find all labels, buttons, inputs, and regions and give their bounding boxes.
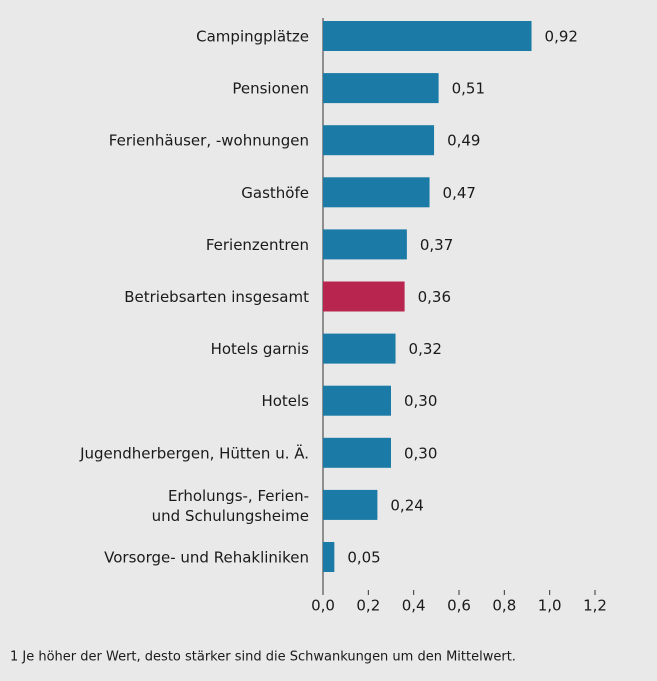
y-tick-label: Jugendherbergen, Hütten u. Ä. (79, 443, 309, 462)
y-tick-label: Pensionen (232, 80, 309, 98)
bar (323, 21, 532, 51)
y-tick-label: Hotels garnis (211, 340, 310, 358)
y-tick-label: Betriebsarten insgesamt (124, 288, 309, 306)
y-tick-label: Erholungs-, Ferien-und Schulungsheime (152, 486, 309, 524)
value-label: 0,51 (452, 80, 485, 98)
bar (323, 125, 435, 156)
y-tick-label: Hotels (261, 392, 309, 410)
bar (323, 437, 391, 468)
bar (323, 177, 430, 208)
y-tick-label: Campingplätze (196, 28, 309, 46)
value-label: 0,37 (420, 236, 453, 254)
x-tick-label: 0,2 (356, 597, 380, 615)
bar (323, 542, 335, 572)
bar (323, 333, 396, 364)
value-label: 0,05 (347, 549, 380, 567)
value-label: 0,24 (390, 496, 423, 514)
value-label: 0,36 (418, 288, 451, 306)
bar (323, 229, 407, 260)
value-label: 0,49 (447, 132, 480, 150)
bar (323, 489, 378, 520)
value-label: 0,30 (404, 392, 437, 410)
x-tick-label: 0,4 (402, 597, 426, 615)
y-tick-label: Vorsorge- und Rehakliniken (104, 549, 309, 567)
y-tick-label: Gasthöfe (241, 184, 309, 202)
x-tick-label: 0,0 (311, 597, 335, 615)
y-tick-label: Ferienhäuser, -wohnungen (109, 132, 309, 150)
value-label: 0,92 (545, 28, 578, 46)
bar (323, 281, 405, 312)
x-tick-label: 1,2 (583, 597, 607, 615)
value-label: 0,30 (404, 444, 437, 462)
value-label: 0,32 (409, 340, 442, 358)
y-tick-label: Ferienzentren (206, 236, 309, 254)
x-tick-label: 0,8 (492, 597, 516, 615)
value-label: 0,47 (443, 184, 476, 202)
x-tick-label: 1,0 (538, 597, 562, 615)
bar (323, 385, 391, 416)
bar (323, 73, 439, 104)
x-tick-label: 0,6 (447, 597, 471, 615)
footnote: 1 Je höher der Wert, desto stärker sind … (10, 650, 516, 665)
